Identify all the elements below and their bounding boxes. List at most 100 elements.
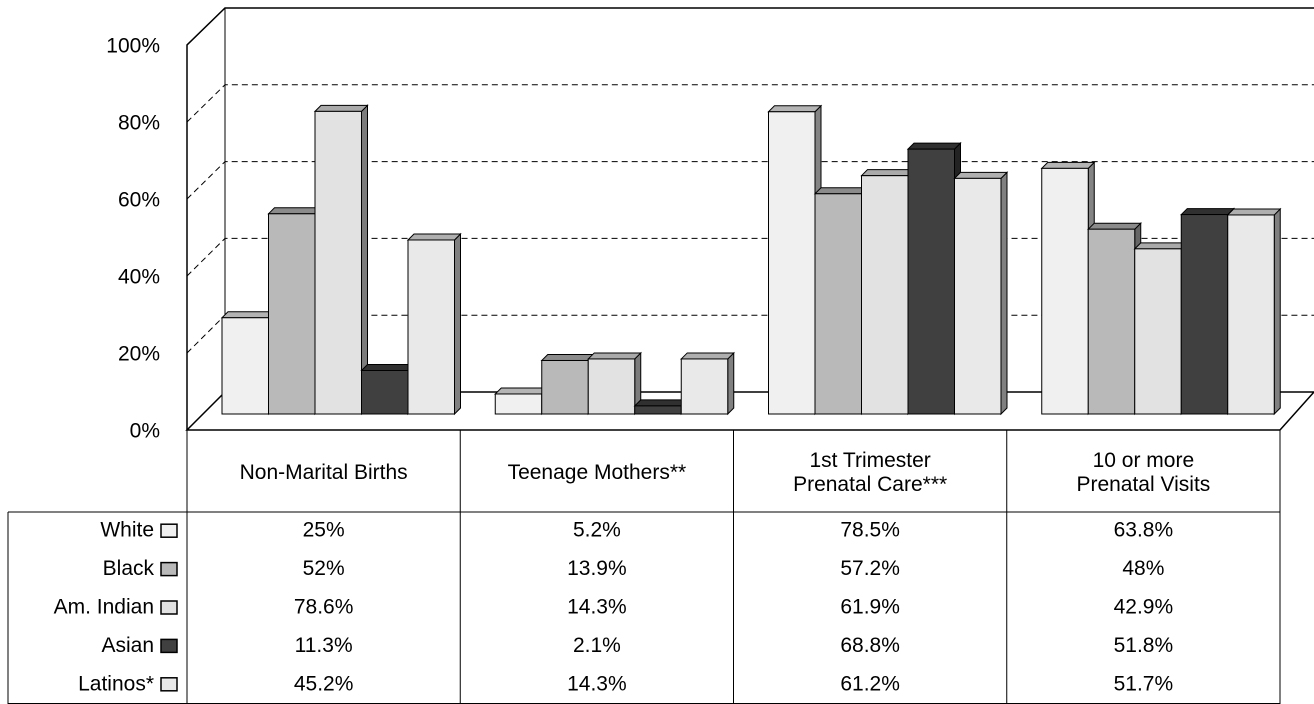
legend-swatch (160, 638, 178, 654)
bar-front (814, 193, 862, 415)
y-tick-label: 20% (118, 343, 160, 366)
category-label: Teenage Mothers** (507, 461, 687, 484)
value-label: 63.8% (1114, 519, 1174, 542)
value-label: 2.1% (573, 634, 621, 657)
bar-side (454, 232, 461, 416)
bar (680, 351, 735, 416)
bar-top (1087, 222, 1142, 230)
bar-front (361, 369, 409, 415)
legend-swatch (160, 561, 178, 577)
value-label: 48% (1122, 557, 1164, 580)
bar-front (1227, 214, 1275, 415)
value-label: 68.8% (840, 634, 900, 657)
bar (1040, 161, 1096, 416)
bar-front (1041, 167, 1089, 415)
value-label: 25% (303, 519, 345, 542)
legend-swatch (160, 677, 178, 692)
bar-top (587, 352, 642, 360)
bar-front (1134, 248, 1182, 415)
value-label: 5.2% (573, 519, 621, 542)
y-tick-label: 80% (118, 112, 160, 135)
bar-top (1226, 208, 1282, 216)
bar-front (634, 405, 682, 415)
legend-swatch (160, 600, 178, 615)
category-label: Non-Marital Births (239, 461, 408, 484)
bar-top (953, 171, 1009, 179)
bar-front (861, 175, 909, 415)
bar-side (1273, 207, 1281, 416)
value-label: 61.9% (840, 596, 900, 619)
bar-front (407, 239, 455, 415)
bar (587, 351, 642, 416)
legend-label: White (100, 519, 154, 542)
bar (767, 104, 823, 416)
bar-front (954, 177, 1002, 415)
bar (313, 104, 369, 416)
bar-top (1180, 208, 1235, 216)
value-label: 11.3% (295, 634, 353, 657)
bar (1087, 221, 1142, 416)
y-tick-label: 100% (106, 35, 160, 58)
bar-front (494, 393, 543, 415)
grid-line (186, 7, 1314, 46)
value-label: 14.3% (567, 672, 627, 695)
bar (813, 186, 869, 416)
value-label: 45.2% (294, 672, 354, 695)
bar-front (314, 110, 362, 415)
value-label: 42.9% (1114, 596, 1174, 619)
bar-front (587, 358, 636, 415)
wall-edge (186, 7, 1314, 430)
bar-top (313, 104, 369, 112)
legend-label: Asian (101, 634, 154, 657)
value-label: 78.5% (840, 519, 900, 542)
bar (267, 206, 323, 416)
bar-front (680, 358, 729, 415)
bar (220, 310, 276, 416)
bar (953, 171, 1009, 416)
legend-label: Black (103, 557, 155, 580)
legend-swatch (160, 523, 178, 538)
floor (185, 391, 1314, 431)
bar-top (360, 363, 416, 371)
bar-front (1180, 214, 1229, 415)
bar-top (494, 387, 549, 395)
value-label: 14.3% (567, 596, 627, 619)
bar (860, 168, 916, 416)
bar (406, 232, 462, 416)
bar-top (680, 352, 735, 360)
value-label: 57.2% (840, 557, 900, 580)
value-label: 61.2% (840, 672, 900, 695)
y-tick-label: 60% (118, 189, 160, 212)
bar (1133, 241, 1189, 416)
bar-side (727, 351, 735, 416)
bar-top (267, 207, 323, 215)
y-tick-label: 0% (130, 420, 160, 443)
bar (1180, 207, 1235, 416)
category-label: 1st Trimester Prenatal Care*** (793, 449, 948, 496)
value-label: 78.6% (294, 596, 354, 619)
bar (633, 398, 689, 416)
bar-top (813, 187, 869, 195)
bar-top (633, 399, 689, 407)
bar-top (1133, 242, 1189, 250)
bar-top (860, 169, 916, 177)
legend-label: Latinos* (78, 672, 154, 695)
bar-front (268, 213, 316, 415)
category-label: 10 or more Prenatal Visits (1076, 449, 1211, 496)
value-label: 13.9% (567, 557, 627, 580)
bar-top (220, 311, 276, 319)
plot-walls (185, 7, 1314, 431)
value-label: 51.8% (1114, 634, 1174, 657)
bar-front (221, 317, 269, 415)
bar (360, 363, 416, 416)
bar-top (906, 142, 962, 150)
bar-top (767, 105, 823, 113)
bar (494, 386, 549, 416)
bar-top (540, 353, 596, 361)
bar-front (541, 359, 589, 415)
bar (906, 141, 962, 416)
y-tick-label: 40% (118, 266, 160, 289)
bar-front (907, 148, 955, 415)
